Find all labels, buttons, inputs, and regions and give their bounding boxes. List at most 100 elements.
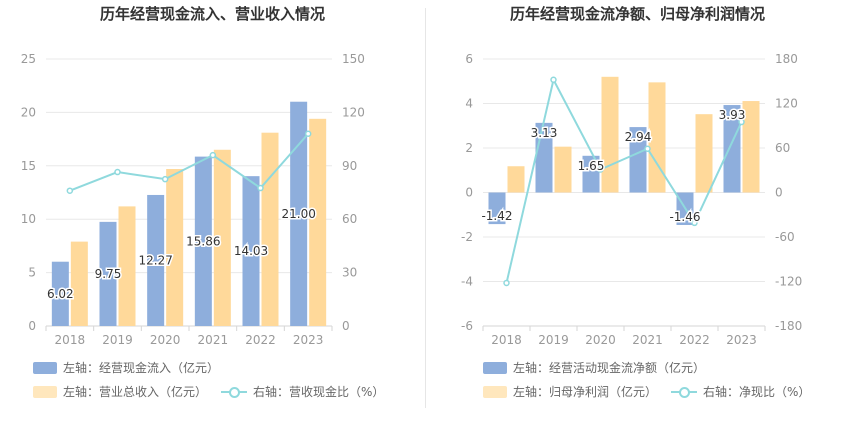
line-营收现金比 (69, 133, 309, 192)
y-right-tick-label: 0 (342, 319, 350, 333)
point-营收现金比 (66, 187, 74, 194)
x-tick-label: 2023 (726, 333, 757, 347)
x-tick-label: 2018 (491, 333, 522, 347)
x-tick-label: 2021 (632, 333, 663, 347)
legend-swatch-net-profit (483, 385, 507, 398)
legend-swatch-revenue (33, 385, 57, 398)
point-净现比 (597, 166, 604, 173)
point-营收现金比 (114, 168, 121, 176)
legend-item-cash-inflow[interactable]: 左轴：经营现金流入（亿元） (33, 359, 219, 376)
data-label: 14.03 (234, 244, 268, 258)
legend-item-revenue[interactable]: 左轴：营业总收入（亿元） (33, 383, 207, 400)
y-left-tick-label: -2 (461, 230, 473, 244)
data-label: 2.94 (625, 130, 652, 144)
point-营收现金比 (161, 175, 169, 183)
x-tick-label: 2018 (55, 333, 86, 347)
legend-swatch-operating-net-cash (483, 361, 507, 374)
x-tick-label: 2019 (538, 333, 569, 347)
legend-item-net-cash-ratio[interactable]: 右轴：净现比（%） (671, 383, 810, 400)
y-right-tick-label: 0 (775, 186, 783, 200)
legend-label-revenue-cash-ratio: 右轴：营收现金比（%） (253, 385, 385, 399)
data-label: 3.93 (719, 108, 746, 122)
bar-经营现金流入 (194, 156, 212, 326)
y-left-tick-label: 15 (21, 159, 36, 173)
legend-swatch-cash-inflow (33, 361, 57, 374)
point-营收现金比 (209, 151, 217, 159)
bar-营业总收入 (166, 169, 184, 326)
data-label: 3.13 (531, 126, 558, 140)
bar-经营现金流入 (290, 101, 308, 326)
y-left-tick-label: 10 (21, 212, 36, 226)
y-right-tick-label: -180 (775, 319, 802, 333)
point-净现比 (503, 279, 510, 287)
left-chart-title: 历年经营现金流入、营业收入情况 (99, 5, 325, 23)
x-tick-label: 2021 (198, 333, 229, 347)
point-净现比 (738, 118, 745, 126)
legend-item-revenue-cash-ratio[interactable]: 右轴：营收现金比（%） (221, 383, 384, 400)
y-right-tick-label: -120 (775, 275, 802, 289)
y-right-tick-label: 120 (342, 105, 365, 119)
bar-归母净利润 (742, 101, 760, 193)
left-legend-row-2: 左轴：营业总收入（亿元） 右轴：营收现金比（%） (33, 383, 398, 400)
y-right-tick-label: -60 (775, 230, 795, 244)
data-label: 12.27 (138, 253, 172, 267)
left-chart-plot: 0 5 10 15 20 25 0 30 60 90 120 150 2018 2019 2020 2021 2… (21, 52, 365, 347)
bar-经营活动现金流净额 (723, 105, 741, 193)
legend-label-net-cash-ratio: 右轴：净现比（%） (703, 385, 811, 399)
data-label: 15.86 (186, 234, 220, 248)
bar-经营活动现金流净额 (582, 155, 600, 193)
legend-label-operating-net-cash: 左轴：经营活动现金流净额（亿元） (513, 361, 706, 375)
y-right-tick-label: 180 (775, 52, 798, 66)
point-净现比 (691, 219, 698, 227)
legend-line-icon-net-cash-ratio (671, 386, 698, 398)
data-label: 1.65 (578, 159, 605, 173)
legend-item-operating-net-cash[interactable]: 左轴：经营活动现金流净额（亿元） (483, 359, 705, 376)
bar-营业总收入 (309, 118, 327, 326)
legend-line-icon-revenue-cash-ratio (221, 386, 248, 398)
right-legend-row-1: 左轴：经营活动现金流净额（亿元） (483, 359, 719, 376)
y-left-tick-label: 4 (465, 97, 473, 111)
x-tick-label: 2023 (293, 333, 324, 347)
legend-item-net-profit[interactable]: 左轴：归母净利润（亿元） (483, 383, 657, 400)
data-label: -1.46 (669, 210, 700, 224)
y-left-tick-label: 0 (465, 186, 473, 200)
y-right-tick-label: 60 (775, 141, 790, 155)
y-left-tick-label: -4 (461, 275, 473, 289)
bar-经营活动现金流净额 (629, 127, 647, 193)
point-净现比 (644, 145, 651, 152)
x-tick-label: 2019 (102, 333, 133, 347)
legend-label-revenue: 左轴：营业总收入（亿元） (63, 385, 208, 399)
y-left-tick-label: 0 (28, 319, 36, 333)
data-label: -1.42 (481, 209, 512, 223)
bar-经营活动现金流净额 (488, 192, 506, 225)
y-right-tick-label: 60 (342, 212, 357, 226)
x-tick-label: 2022 (679, 333, 710, 347)
legend-label-cash-inflow: 左轴：经营现金流入（亿元） (63, 361, 220, 375)
right-chart-title: 历年经营现金流净额、归母净利润情况 (509, 5, 765, 23)
y-right-tick-label: 90 (342, 159, 357, 173)
y-right-tick-label: 150 (342, 52, 365, 66)
bar-营业总收入 (213, 149, 231, 326)
right-legend-row-2: 左轴：归母净利润（亿元） 右轴：净现比（%） (483, 383, 824, 400)
bar-归母净利润 (507, 166, 525, 193)
line-净现比 (505, 76, 743, 284)
y-right-tick-label: 120 (775, 97, 798, 111)
y-left-tick-label: 5 (28, 266, 36, 280)
left-chart-panel: 历年经营现金流入、营业收入情况 0 5 10 15 20 25 0 30 60 90 120 150 2… (21, 5, 398, 400)
bar-归母净利润 (648, 82, 666, 193)
bar-营业总收入 (261, 132, 279, 326)
bar-经营现金流入 (147, 194, 165, 326)
panel-divider (425, 8, 426, 408)
bar-营业总收入 (118, 206, 136, 326)
right-chart-plot: -6 -4 -2 0 2 4 6 -180 -120 -60 0 60 120 180 2018 2019 20… (461, 52, 802, 347)
bar-经营现金流入 (51, 261, 69, 326)
bar-经营现金流入 (99, 221, 117, 326)
bar-营业总收入 (70, 241, 88, 326)
bar-归母净利润 (695, 114, 713, 193)
y-left-tick-label: 25 (21, 52, 36, 66)
data-label: 9.75 (95, 267, 122, 281)
x-tick-label: 2020 (585, 333, 616, 347)
y-left-tick-label: 2 (465, 141, 473, 155)
x-tick-label: 2020 (150, 333, 181, 347)
bar-归母净利润 (601, 76, 619, 193)
